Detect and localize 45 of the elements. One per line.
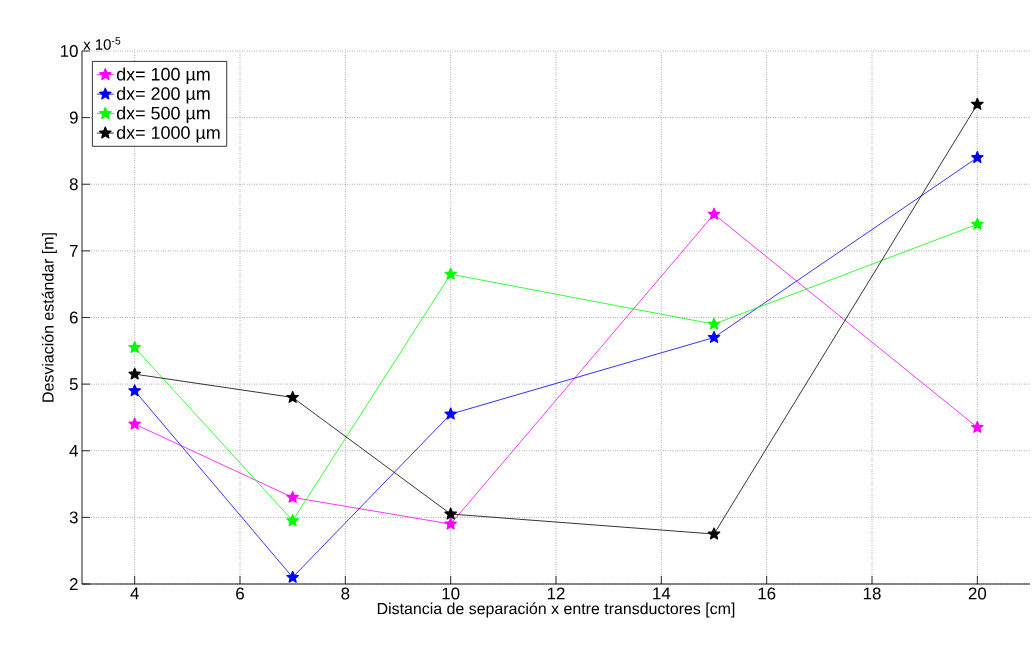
point: [444, 507, 457, 520]
point: [128, 367, 141, 380]
point: [286, 514, 299, 527]
y-tick-label: 10: [60, 45, 78, 57]
point: [707, 317, 721, 330]
x-tick-label: 16: [758, 587, 776, 600]
point: [286, 570, 299, 583]
y-tick-label: 4: [69, 444, 78, 457]
text: x 10$^{-5}$: [83, 37, 121, 50]
x-axis-title: Distancia de separación x entre transductores [cm]: [377, 602, 735, 618]
point: [971, 150, 984, 164]
point: [286, 390, 299, 403]
point: [971, 97, 984, 110]
point: [707, 527, 721, 540]
x-tick-label: 20: [968, 587, 987, 600]
point: [971, 217, 984, 230]
legend-label: dx= 200 µm: [116, 86, 210, 104]
x-tick-label: 8: [341, 587, 350, 600]
y-tick-label: 7: [69, 245, 78, 257]
x-tick-label: 4: [130, 587, 139, 600]
point: [128, 340, 141, 353]
y-tick-label: 5: [69, 378, 78, 391]
x-tick-label: 12: [547, 587, 565, 600]
x-tick-label: 14: [653, 587, 671, 600]
point: [707, 330, 721, 343]
point: [707, 207, 721, 220]
x-tick-label: 10: [442, 587, 460, 600]
y-tick-label: 2: [69, 578, 78, 590]
point: [128, 417, 141, 430]
point: [444, 407, 457, 420]
y-tick-label: 6: [69, 311, 78, 324]
x-tick-label: 18: [863, 587, 881, 600]
x-tick-label: 6: [236, 587, 244, 600]
point: [444, 517, 457, 530]
point: [128, 384, 141, 397]
point: [971, 420, 984, 433]
legend-label: dx= 500 µm: [116, 106, 210, 124]
y-tick-label: 9: [69, 111, 78, 124]
y-axis-title: Desviación estándar [m]: [41, 233, 57, 402]
y-tick-label: 3: [69, 511, 78, 524]
legend-label: dx= 100 µm: [116, 67, 210, 85]
legend-label: dx= 1000 µm: [116, 125, 220, 143]
point: [444, 267, 457, 280]
y-tick-label: 8: [69, 178, 78, 191]
point: [286, 490, 299, 503]
